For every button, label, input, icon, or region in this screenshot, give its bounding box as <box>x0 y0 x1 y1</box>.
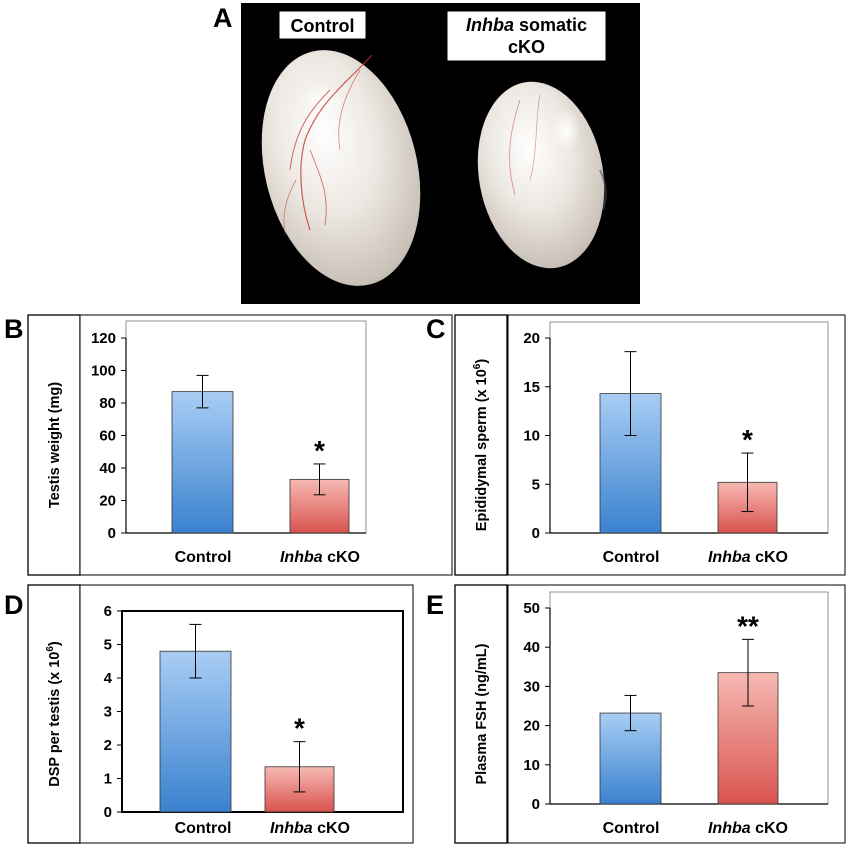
category-label: Control <box>175 820 232 837</box>
plot-box <box>79 314 453 576</box>
y-tick-label: 0 <box>532 525 540 542</box>
panel-a: A Control Inhba somatic cKO <box>213 3 640 304</box>
category-label-gene: Inhba <box>708 820 751 837</box>
ylabel-box <box>454 314 508 576</box>
y-tick-label: 5 <box>532 476 540 493</box>
category-label-text: cKO <box>313 820 350 837</box>
category-label-text: Control <box>603 549 660 566</box>
category-label: Inhba cKO <box>280 549 360 566</box>
y-tick-label: 10 <box>523 428 540 445</box>
ylabel-box <box>454 584 508 844</box>
y-tick-label: 20 <box>99 493 116 510</box>
y-tick-label: 3 <box>104 704 112 721</box>
y-tick-label: 20 <box>523 718 540 735</box>
panel-letter-e: E <box>426 590 444 620</box>
plot-box <box>507 584 846 844</box>
y-tick-label: 1 <box>104 771 112 788</box>
category-label: Control <box>603 820 660 837</box>
y-tick-label: 0 <box>532 796 540 813</box>
y-tick-label: 100 <box>91 363 116 380</box>
y-tick-label: 60 <box>99 428 116 445</box>
category-label: Inhba cKO <box>270 820 350 837</box>
y-tick-label: 50 <box>523 600 540 617</box>
category-label-text: Control <box>175 549 232 566</box>
ylabel-box <box>27 314 81 576</box>
y-axis-label-exponent: 6 <box>45 646 56 652</box>
y-tick-label: 15 <box>523 379 540 396</box>
cko-photo-label-line2: cKO <box>508 37 545 57</box>
category-label: Control <box>175 549 232 566</box>
category-label-gene: Inhba <box>708 549 751 566</box>
y-tick-label: 30 <box>523 678 540 695</box>
y-tick-label: 120 <box>91 330 116 347</box>
y-axis-label-exponent: 6 <box>472 363 483 369</box>
cko-label-box <box>446 10 607 62</box>
category-label-text: cKO <box>751 820 788 837</box>
category-label-gene: Inhba <box>270 820 313 837</box>
plot-box <box>507 314 846 576</box>
y-axis-label: DSP per testis (x 106) <box>45 641 63 787</box>
y-tick-label: 80 <box>99 395 116 412</box>
y-tick-label: 0 <box>108 525 116 542</box>
panel-letter-b: B <box>4 314 24 344</box>
y-axis-label-end: ) <box>474 359 490 364</box>
y-tick-label: 0 <box>104 804 112 821</box>
y-axis-label-text: DSP per testis (x 10 <box>47 652 63 787</box>
y-tick-label: 40 <box>99 460 116 477</box>
bar-control <box>171 391 234 534</box>
y-axis-label: Plasma FSH (ng/mL) <box>474 643 490 784</box>
control-testis-image <box>261 50 421 286</box>
significance-marker: * <box>294 713 305 744</box>
chart-panel-e: E 0 10 20 30 40 50 Control ** Inhba cKO Plasma FSH… <box>426 584 846 844</box>
y-axis-label-end: ) <box>47 641 63 646</box>
cko-testis-image <box>477 81 607 269</box>
cko-photo-label-rest: somatic <box>514 15 587 35</box>
cko-photo-label-line1: Inhba somatic <box>466 15 587 35</box>
y-tick-label: 20 <box>523 330 540 347</box>
y-axis-label: Testis weight (mg) <box>47 382 63 508</box>
y-tick-label: 40 <box>523 639 540 656</box>
y-axis-label-text: Testis weight (mg) <box>47 382 63 508</box>
panel-letter-c: C <box>426 314 446 344</box>
category-label-text: Control <box>175 820 232 837</box>
y-tick-label: 2 <box>104 737 112 754</box>
category-label: Inhba cKO <box>708 549 788 566</box>
chart-panel-d: D 0 1 2 3 4 5 6 Control * Inhba cKO DSP per testis … <box>4 584 414 844</box>
ylabel-box <box>27 584 81 844</box>
category-label: Control <box>603 549 660 566</box>
significance-marker: ** <box>737 610 759 641</box>
significance-marker: * <box>314 435 325 466</box>
chart-panel-c: C 0 5 10 15 20 Control * Inhba cKO Epididymal spe… <box>426 314 846 576</box>
chart-panel-b: B 0 20 40 60 80 100 120 Control * Inhba cKO Testis … <box>4 314 453 576</box>
y-axis-label-text: Plasma FSH (ng/mL) <box>474 643 490 784</box>
category-label-text: cKO <box>751 549 788 566</box>
y-tick-label: 10 <box>523 757 540 774</box>
y-tick-label: 6 <box>104 603 112 620</box>
panel-letter-d: D <box>4 590 24 620</box>
category-label-gene: Inhba <box>280 549 323 566</box>
control-label-box <box>278 10 367 40</box>
y-tick-label: 4 <box>104 670 113 687</box>
plot-box <box>79 584 414 844</box>
control-photo-label: Control <box>291 16 355 36</box>
category-label-text: Control <box>603 820 660 837</box>
y-tick-label: 5 <box>104 637 112 654</box>
y-axis-label: Epididymal sperm (x 106) <box>472 359 490 532</box>
panel-letter-a: A <box>213 3 233 33</box>
category-label-text: cKO <box>323 549 360 566</box>
significance-marker: * <box>742 424 753 455</box>
category-label: Inhba cKO <box>708 820 788 837</box>
y-axis-label-text: Epididymal sperm (x 10 <box>474 369 490 531</box>
cko-photo-label-gene: Inhba <box>466 15 514 35</box>
